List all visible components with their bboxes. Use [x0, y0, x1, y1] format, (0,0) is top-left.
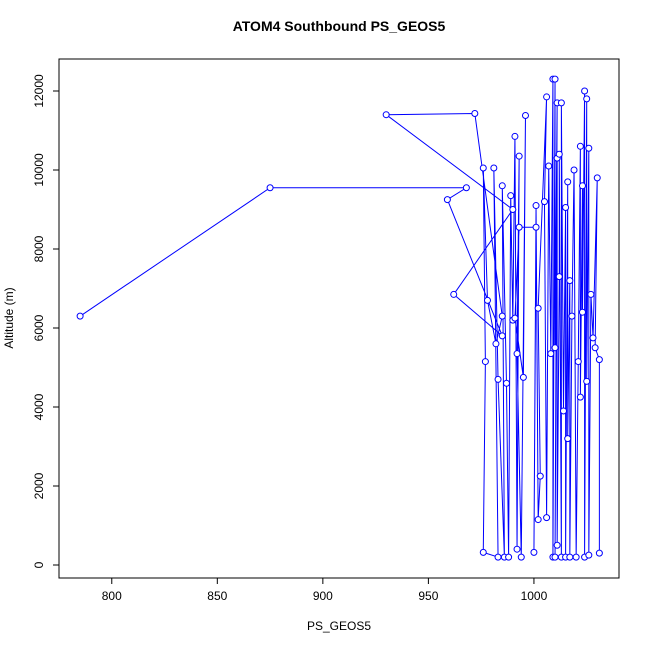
data-point: [515, 152, 523, 160]
data-point: [585, 551, 593, 559]
data-point: [536, 472, 544, 480]
data-point: [498, 182, 506, 190]
data-point: [481, 358, 489, 366]
data-point: [545, 162, 553, 170]
x-axis-label: PS_GEOS5: [307, 619, 371, 633]
data-point: [564, 435, 572, 443]
data-point: [543, 514, 551, 522]
data-point: [513, 350, 521, 358]
data-point: [570, 166, 578, 174]
data-point: [266, 184, 274, 192]
data-point: [483, 296, 491, 304]
x-tick-label: 900: [313, 589, 333, 603]
data-point: [532, 202, 540, 210]
data-point: [595, 356, 603, 364]
data-point: [498, 332, 506, 340]
data-point: [479, 164, 487, 172]
y-tick-label: 0: [32, 561, 46, 568]
data-point: [551, 344, 559, 352]
data-point: [513, 545, 521, 553]
data-line: [79, 79, 600, 558]
y-tick-label: 10000: [32, 153, 46, 187]
y-tick-label: 4000: [32, 393, 46, 420]
data-point: [591, 344, 599, 352]
data-point: [551, 553, 559, 561]
x-tick-label: 1000: [521, 589, 548, 603]
data-point: [471, 110, 479, 118]
data-point: [576, 142, 584, 150]
data-point: [574, 358, 582, 366]
data-point: [494, 375, 502, 383]
data-point: [540, 198, 548, 206]
data-point: [507, 192, 515, 200]
data-point: [498, 312, 506, 320]
data-point: [566, 553, 574, 561]
data-point: [595, 549, 603, 557]
data-point: [555, 273, 563, 281]
y-tick-label: 8000: [32, 235, 46, 262]
data-point: [578, 308, 586, 316]
data-point: [76, 312, 84, 320]
y-tick-label: 2000: [32, 472, 46, 499]
data-point: [382, 111, 390, 119]
data-point: [494, 553, 502, 561]
data-point: [492, 340, 500, 348]
data-point: [511, 132, 519, 140]
x-tick-label: 850: [207, 589, 227, 603]
data-point: [578, 182, 586, 190]
data-point: [564, 178, 572, 186]
data-point: [555, 150, 563, 158]
data-point: [462, 184, 470, 192]
data-point: [443, 196, 451, 204]
data-point: [509, 205, 517, 213]
y-tick-label: 12000: [32, 74, 46, 108]
data-point: [547, 350, 555, 358]
data-point: [519, 373, 527, 381]
data-point: [532, 223, 540, 231]
data-point: [587, 290, 595, 298]
data-point: [450, 290, 458, 298]
data-point: [593, 174, 601, 182]
plot-frame: [58, 58, 620, 579]
data-point: [568, 312, 576, 320]
data-point: [589, 334, 597, 342]
y-tick-label: 6000: [32, 314, 46, 341]
data-point: [553, 541, 561, 549]
data-point: [479, 548, 487, 556]
data-point: [517, 553, 525, 561]
data-point: [502, 379, 510, 387]
data-point: [559, 407, 567, 415]
data-point: [585, 144, 593, 152]
data-point: [505, 553, 513, 561]
data-point: [572, 553, 580, 561]
data-point: [562, 204, 570, 212]
chart-title: ATOM4 Southbound PS_GEOS5: [233, 18, 446, 34]
data-point: [511, 314, 519, 322]
data-point: [557, 99, 565, 107]
y-axis-label: Altitude (m): [2, 287, 16, 348]
data-point: [534, 516, 542, 524]
data-point: [576, 393, 584, 401]
data-point: [521, 111, 529, 119]
data-point: [543, 93, 551, 101]
data-point: [581, 87, 589, 95]
data-point: [583, 377, 591, 385]
x-tick-label: 800: [102, 589, 122, 603]
data-point: [530, 548, 538, 556]
x-tick-label: 950: [418, 589, 438, 603]
data-point: [515, 223, 523, 231]
data-point: [566, 277, 574, 285]
data-point: [551, 75, 559, 83]
data-point: [490, 164, 498, 172]
data-point: [534, 304, 542, 312]
data-point: [583, 95, 591, 103]
